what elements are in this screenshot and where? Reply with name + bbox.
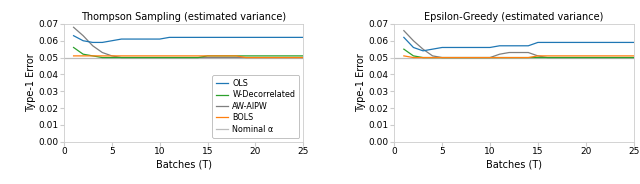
Y-axis label: Type-1 Error: Type-1 Error [26, 53, 36, 112]
Legend: OLS, W-Decorrelated, AW-AIPW, BOLS, Nominal α: OLS, W-Decorrelated, AW-AIPW, BOLS, Nomi… [212, 75, 300, 138]
X-axis label: Batches (T): Batches (T) [486, 159, 542, 169]
Title: Thompson Sampling (estimated variance): Thompson Sampling (estimated variance) [81, 12, 286, 22]
Y-axis label: Type-1 Error: Type-1 Error [356, 53, 366, 112]
Title: Epsilon-Greedy (estimated variance): Epsilon-Greedy (estimated variance) [424, 12, 604, 22]
X-axis label: Batches (T): Batches (T) [156, 159, 212, 169]
